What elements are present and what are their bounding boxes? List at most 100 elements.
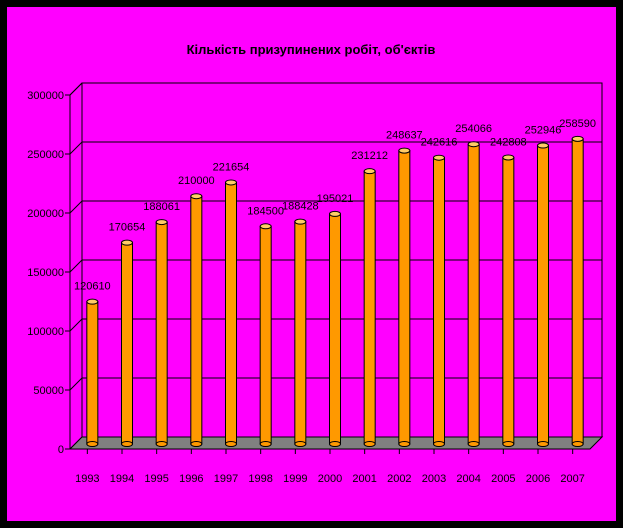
bar: [259, 223, 272, 447]
bar-body: [571, 138, 584, 445]
bar: [294, 218, 307, 447]
bar-body: [86, 301, 99, 445]
x-tick-label: 1997: [214, 473, 238, 485]
bar: [329, 210, 341, 447]
bar: [121, 239, 133, 447]
data-labels: 120610 170654 188061 210000 221654 1845001884…: [74, 118, 596, 293]
bar-top: [363, 168, 376, 175]
bar-top: [259, 223, 272, 230]
bar-top: [329, 210, 341, 217]
y-tick-label: 100000: [27, 326, 64, 338]
bar-base: [398, 441, 411, 447]
bar-base: [433, 441, 445, 447]
x-tick-label: 1998: [248, 473, 272, 485]
x-tick-label: 2001: [352, 473, 376, 485]
bar: [571, 135, 584, 447]
bar-base: [155, 441, 168, 447]
bar-base: [86, 441, 99, 447]
x-tick-label: 2000: [318, 473, 342, 485]
bar-base: [571, 441, 584, 447]
bar: [155, 219, 168, 447]
data-label: 258590: [559, 118, 596, 130]
bar-top: [433, 154, 445, 161]
bar-base: [225, 441, 237, 447]
bar: [190, 193, 203, 447]
gridline-side: [69, 200, 83, 214]
data-label: 242808: [490, 136, 527, 148]
x-tick-label: 2004: [456, 473, 480, 485]
bar-base: [329, 441, 341, 447]
x-tick-label: 1994: [110, 473, 134, 485]
bar: [467, 141, 480, 447]
bar: [398, 147, 411, 447]
data-label: 231212: [351, 150, 388, 162]
bar-base: [502, 441, 515, 447]
gridline-side: [69, 318, 83, 332]
y-tick-label: 300000: [27, 90, 64, 102]
bar-body: [329, 213, 341, 445]
x-tick-label: 2002: [387, 473, 411, 485]
bar-base: [294, 441, 307, 447]
data-label: 184500: [247, 205, 284, 217]
bar-top: [225, 179, 237, 186]
bar-body: [190, 195, 203, 445]
bar: [537, 142, 549, 447]
data-label: 170654: [109, 222, 146, 234]
bar-base: [190, 441, 203, 447]
x-tick-label: 1995: [144, 473, 168, 485]
y-tick-label: 50000: [33, 385, 64, 397]
y-tick-label: 0: [58, 444, 64, 456]
data-label: 210000: [178, 175, 215, 187]
data-label: 242616: [421, 137, 458, 149]
bar-body: [259, 225, 272, 445]
gridline-side: [69, 141, 83, 155]
bar-body: [294, 221, 307, 445]
bar-top: [155, 219, 168, 226]
bar-body: [502, 156, 515, 445]
bar-body: [155, 221, 168, 445]
bar-top: [398, 147, 411, 154]
bar: [363, 168, 376, 447]
bar-top: [294, 218, 307, 225]
bar-body: [467, 143, 480, 445]
y-tick-label: 150000: [27, 267, 64, 279]
bar: [433, 154, 445, 447]
x-tick-label: 2005: [491, 473, 515, 485]
data-label: 188428: [282, 201, 319, 213]
x-tick-label: 1996: [179, 473, 203, 485]
gridline-side: [69, 377, 83, 391]
y-tick-label: 200000: [27, 208, 64, 220]
bar-base: [467, 441, 480, 447]
bar-body: [121, 242, 133, 445]
bar-base: [363, 441, 376, 447]
bar-top: [537, 142, 549, 149]
data-label: 188061: [143, 201, 180, 213]
x-tick-label: 2006: [526, 473, 550, 485]
data-label: 221654: [213, 161, 250, 173]
x-tick-label: 1999: [283, 473, 307, 485]
bar-top: [467, 141, 480, 148]
chart-title: Кількість призупинених робіт, об'єктів: [187, 42, 436, 57]
bar-base: [259, 441, 272, 447]
data-label: 252946: [525, 125, 562, 137]
bar-top: [121, 239, 133, 246]
bar-body: [225, 181, 237, 445]
bar: [86, 298, 99, 447]
x-tick-label: 1993: [75, 473, 99, 485]
bar-base: [121, 441, 133, 447]
data-label: 248637: [386, 130, 423, 142]
bar-top: [571, 135, 584, 142]
bar-body: [398, 150, 411, 445]
gridline-side: [69, 82, 83, 96]
bar-base: [537, 441, 549, 447]
gridline-side: [69, 259, 83, 273]
bar-top: [190, 193, 203, 200]
bar-body: [433, 157, 445, 445]
bar-top: [86, 298, 99, 305]
bar: [225, 179, 237, 447]
bars: [86, 135, 584, 447]
bar-chart: Кількість призупинених робіт, об'єктів 0…: [27, 42, 604, 485]
y-tick-label: 250000: [27, 149, 64, 161]
data-label: 120610: [74, 281, 111, 293]
bar-body: [363, 170, 376, 445]
